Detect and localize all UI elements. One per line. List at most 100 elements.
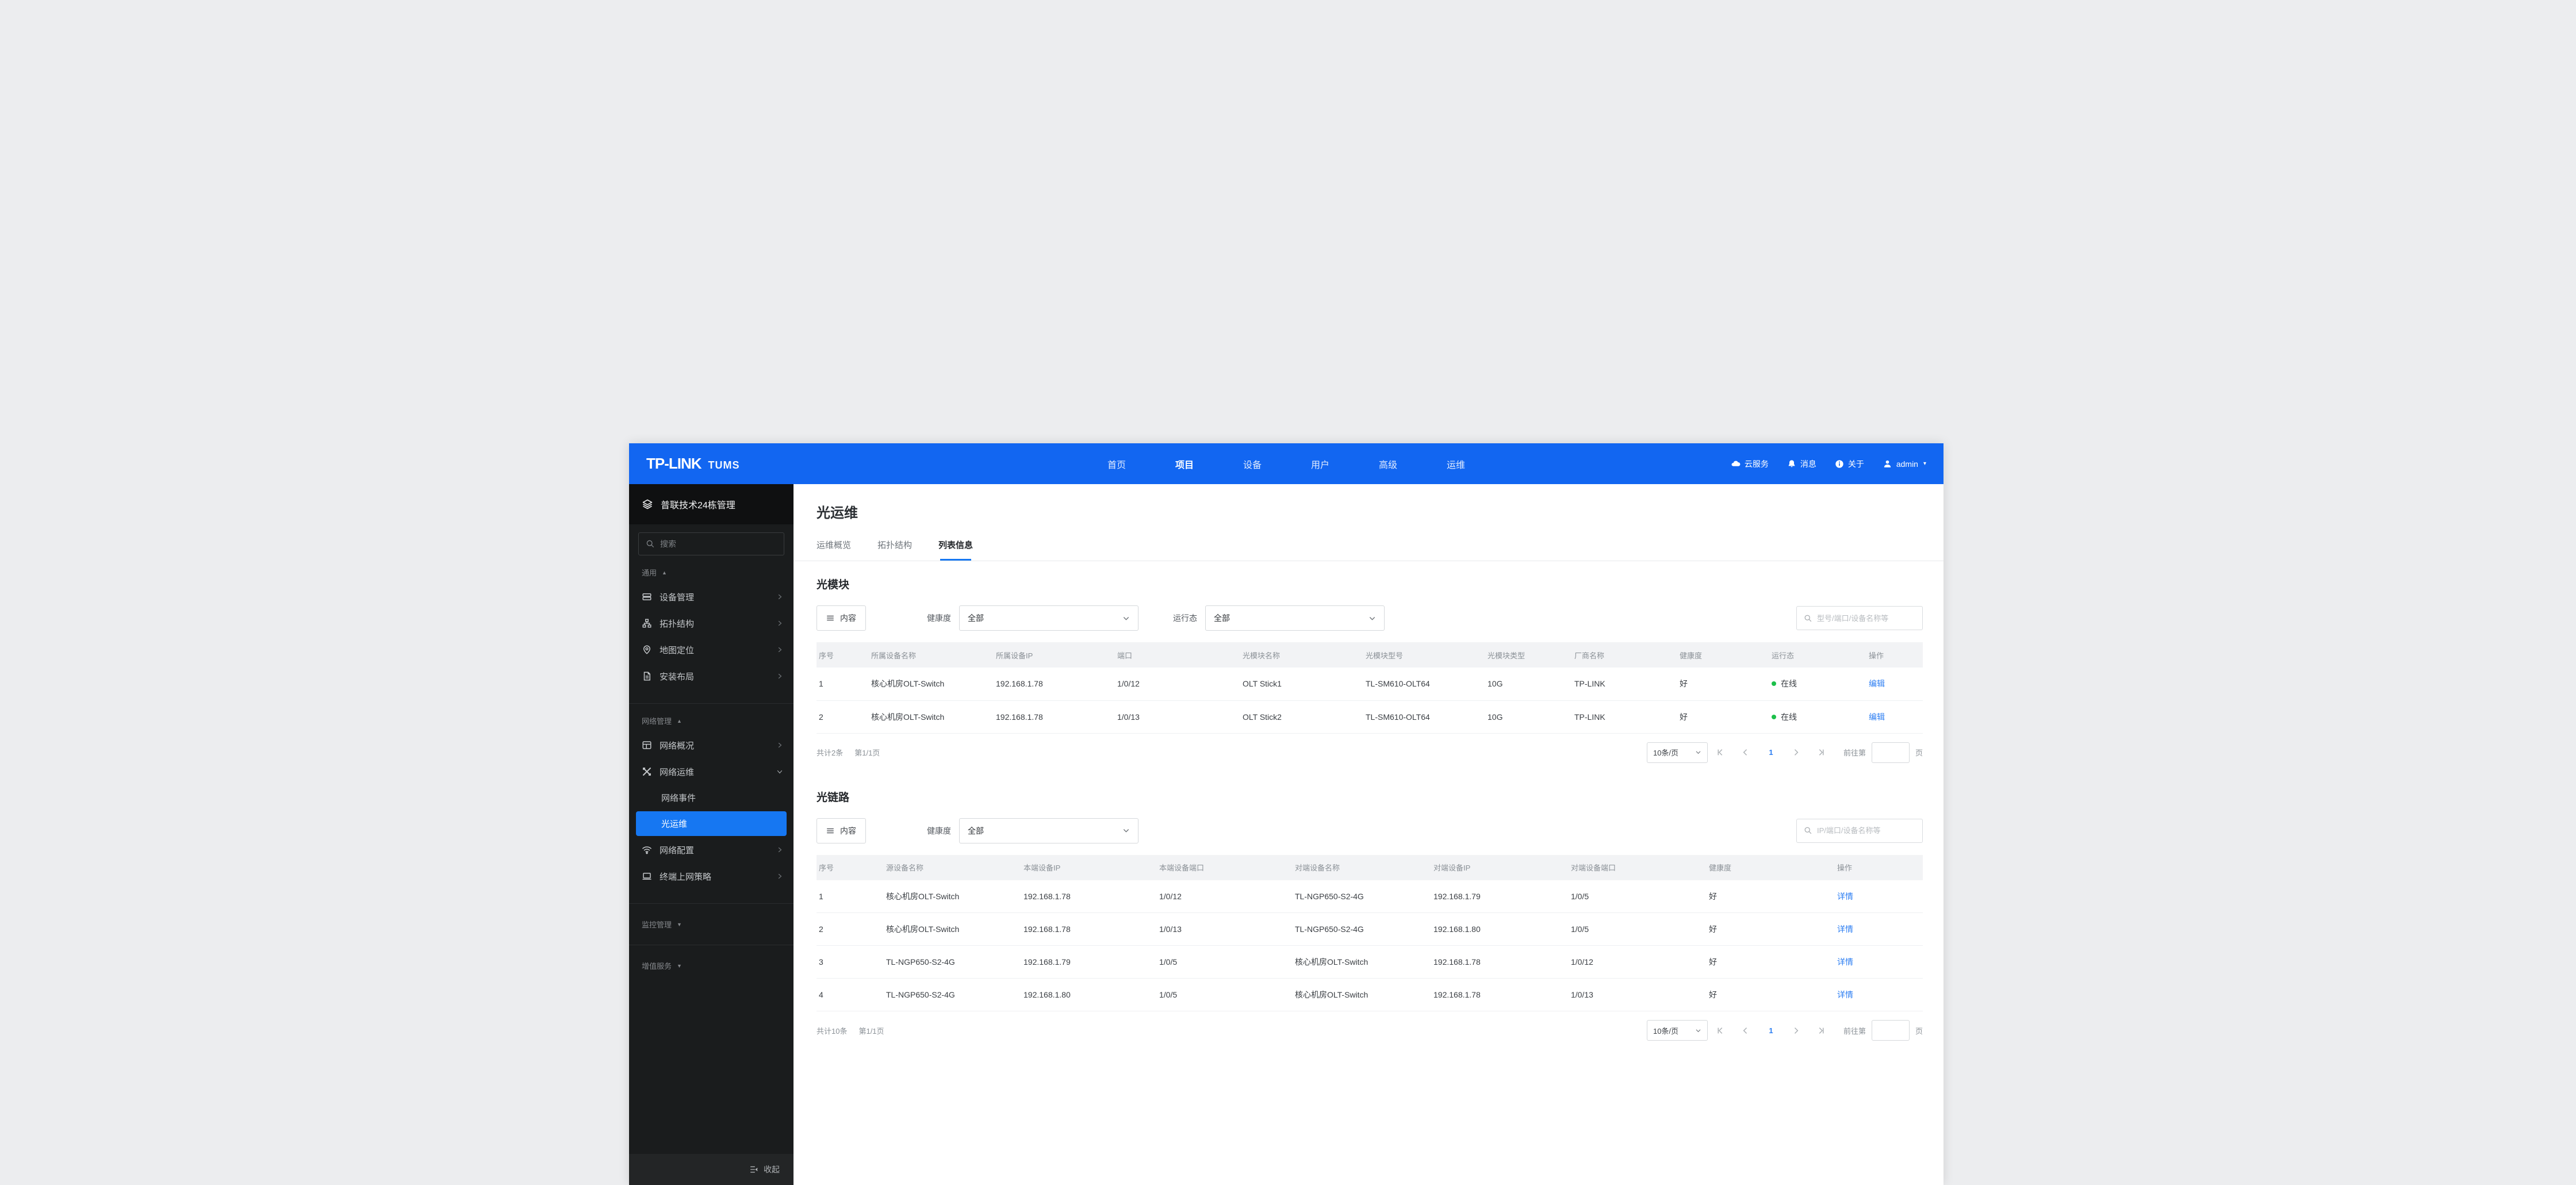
sidebar-item-network-events[interactable]: 网络事件 bbox=[629, 785, 793, 811]
content-columns-button[interactable]: 内容 bbox=[816, 605, 866, 631]
col-health: 健康度 bbox=[1677, 642, 1769, 668]
current-page[interactable]: 1 bbox=[1769, 1026, 1773, 1035]
cloud-service-button[interactable]: 云服务 bbox=[1731, 458, 1769, 470]
sidebar-item-network-config[interactable]: 网络配置 bbox=[629, 837, 793, 863]
first-page-button[interactable] bbox=[1708, 1027, 1733, 1034]
section-vas-label: 增值服务 bbox=[642, 962, 672, 971]
triangle-up-icon: ▲ bbox=[677, 718, 682, 724]
cell-peer-ip: 192.168.1.78 bbox=[1431, 978, 1569, 1011]
nav-devices[interactable]: 设备 bbox=[1243, 460, 1262, 470]
sidebar-item-topology[interactable]: 拓扑结构 bbox=[629, 610, 793, 636]
module-pagination: 共计2条 第1/1页 10条/页 1 bbox=[816, 734, 1923, 772]
optical-link-section: 光链路 内容 健康度 全部 bbox=[816, 789, 1923, 1050]
page-size-select[interactable]: 10条/页 bbox=[1646, 1020, 1708, 1041]
next-page-button[interactable] bbox=[1784, 749, 1809, 756]
cell-peer-device: TL-NGP650-S2-4G bbox=[1293, 912, 1431, 946]
table-row: 1 核心机房OLT-Switch 192.168.1.78 1/0/12 OLT… bbox=[816, 668, 1923, 701]
topbar: TP-LINK TUMS 首页 项目 设备 用户 高级 运维 云服务 消息 关于 bbox=[629, 443, 1943, 484]
last-page-button[interactable] bbox=[1809, 749, 1834, 756]
sidebar-item-label: 网络事件 bbox=[661, 793, 696, 803]
layout-doc-icon bbox=[643, 672, 650, 681]
section-monitor[interactable]: 监控管理 ▼ bbox=[629, 904, 793, 945]
link-search-input[interactable] bbox=[1817, 826, 1915, 835]
cell-src-device: 核心机房OLT-Switch bbox=[884, 880, 1021, 913]
cell-peer-device: 核心机房OLT-Switch bbox=[1293, 945, 1431, 979]
about-button[interactable]: 关于 bbox=[1835, 458, 1864, 470]
details-link[interactable]: 详情 bbox=[1837, 925, 1853, 934]
cell-ip: 192.168.1.78 bbox=[994, 700, 1115, 734]
prev-page-button[interactable] bbox=[1733, 749, 1758, 756]
goto-prefix: 前往第 bbox=[1843, 749, 1866, 757]
nav-project[interactable]: 项目 bbox=[1175, 460, 1194, 470]
site-selector[interactable]: 普联技术24栋管理 bbox=[629, 484, 793, 524]
sidebar-item-network-overview[interactable]: 网络概况 bbox=[629, 732, 793, 758]
sidebar-item-network-ops[interactable]: 网络运维 bbox=[629, 758, 793, 785]
user-menu[interactable]: admin ▾ bbox=[1883, 459, 1926, 469]
tab-topology[interactable]: 拓扑结构 bbox=[877, 540, 913, 550]
cell-peer-ip: 192.168.1.78 bbox=[1431, 945, 1569, 979]
chevron-right-icon bbox=[778, 873, 782, 879]
cell-action: 详情 bbox=[1835, 945, 1923, 979]
edit-link[interactable]: 编辑 bbox=[1869, 679, 1885, 689]
state-text: 在线 bbox=[1781, 712, 1797, 722]
brand-logo[interactable]: TP-LINK TUMS bbox=[646, 455, 740, 473]
col-module-type: 光模块类型 bbox=[1485, 642, 1572, 668]
details-link[interactable]: 详情 bbox=[1837, 957, 1853, 967]
health-filter-select[interactable]: 全部 bbox=[959, 818, 1138, 843]
nav-users[interactable]: 用户 bbox=[1311, 460, 1330, 470]
content-columns-button[interactable]: 内容 bbox=[816, 818, 866, 843]
edit-link[interactable]: 编辑 bbox=[1869, 712, 1885, 722]
col-peer-device: 对端设备名称 bbox=[1293, 854, 1431, 880]
sidebar-item-device-mgmt[interactable]: 设备管理 bbox=[629, 584, 793, 610]
last-page-button[interactable] bbox=[1809, 1027, 1834, 1034]
cell-peer-ip: 192.168.1.79 bbox=[1431, 880, 1569, 913]
section-general[interactable]: 通用 ▲ bbox=[629, 555, 793, 584]
section-network[interactable]: 网络管理 ▲ bbox=[629, 704, 793, 732]
cell-peer-ip: 192.168.1.80 bbox=[1431, 912, 1569, 946]
cell-action: 详情 bbox=[1835, 912, 1923, 946]
cell-module-type: 10G bbox=[1485, 668, 1572, 701]
next-page-button[interactable] bbox=[1784, 1027, 1809, 1034]
sidebar-search-input[interactable] bbox=[660, 539, 777, 549]
section-vas[interactable]: 增值服务 ▼ bbox=[629, 945, 793, 986]
goto-suffix: 页 bbox=[1915, 1026, 1923, 1036]
nav-home[interactable]: 首页 bbox=[1107, 460, 1126, 470]
section-title: 光链路 bbox=[816, 791, 850, 804]
nav-advanced[interactable]: 高级 bbox=[1379, 460, 1398, 470]
cell-seq: 4 bbox=[816, 978, 884, 1011]
health-filter-select[interactable]: 全部 bbox=[959, 605, 1138, 631]
sidebar-item-terminal-policy[interactable]: 终端上网策略 bbox=[629, 863, 793, 889]
sidebar-collapse-button[interactable]: 收起 bbox=[629, 1154, 793, 1185]
details-link[interactable]: 详情 bbox=[1837, 891, 1853, 901]
section-title: 光模块 bbox=[816, 579, 850, 591]
messages-button[interactable]: 消息 bbox=[1787, 458, 1816, 470]
sidebar-item-optical-ops[interactable]: 光运维 bbox=[636, 811, 787, 836]
tab-list-info[interactable]: 列表信息 bbox=[938, 539, 973, 561]
sidebar-item-label: 地图定位 bbox=[660, 645, 695, 655]
sidebar-item-map-location[interactable]: 地图定位 bbox=[629, 636, 793, 663]
current-page[interactable]: 1 bbox=[1769, 748, 1773, 757]
chevron-right-icon bbox=[778, 673, 782, 679]
table-row: 3 TL-NGP650-S2-4G 192.168.1.79 1/0/5 核心机… bbox=[816, 945, 1923, 979]
tab-ops-overview[interactable]: 运维概览 bbox=[816, 540, 852, 550]
section-monitor-label: 监控管理 bbox=[642, 921, 672, 929]
col-vendor: 厂商名称 bbox=[1572, 642, 1677, 668]
goto-page-input[interactable] bbox=[1871, 1020, 1910, 1041]
prev-page-button[interactable] bbox=[1733, 1027, 1758, 1034]
first-page-button[interactable] bbox=[1708, 749, 1733, 756]
sidebar-item-install-layout[interactable]: 安装布局 bbox=[629, 663, 793, 689]
cell-device: 核心机房OLT-Switch bbox=[869, 668, 994, 701]
nav-operations[interactable]: 运维 bbox=[1447, 460, 1466, 470]
chevron-down-icon bbox=[1696, 751, 1701, 754]
last-page-icon bbox=[1819, 1027, 1824, 1034]
state-filter-select[interactable]: 全部 bbox=[1205, 605, 1385, 631]
sidebar-item-label: 网络配置 bbox=[660, 845, 695, 856]
search-icon bbox=[1804, 827, 1812, 834]
goto-page-input[interactable] bbox=[1871, 742, 1910, 763]
details-link[interactable]: 详情 bbox=[1837, 990, 1853, 999]
page-size-select[interactable]: 10条/页 bbox=[1646, 742, 1708, 763]
search-icon bbox=[646, 540, 654, 547]
module-search-input[interactable] bbox=[1817, 613, 1915, 623]
messages-label: 消息 bbox=[1800, 459, 1816, 469]
cell-state: 在线 bbox=[1769, 700, 1866, 734]
